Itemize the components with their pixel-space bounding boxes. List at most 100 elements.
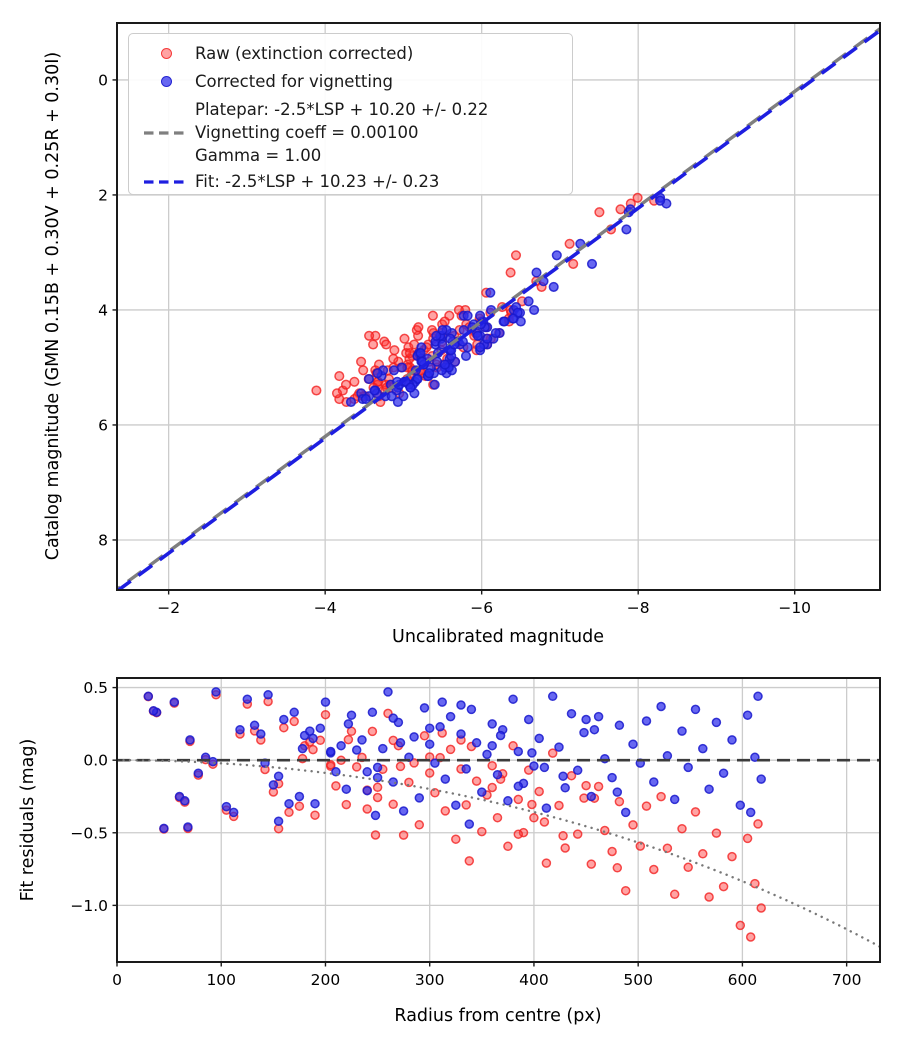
corrected-point (398, 391, 409, 402)
raw-residual-point (581, 780, 591, 791)
corrected-residual-point (579, 727, 589, 738)
corrected-residual-point (383, 687, 393, 697)
raw-residual-point (527, 799, 537, 810)
corrected-residual-point (437, 697, 447, 707)
raw-residual-point (558, 831, 568, 841)
x-tick-label: 700 (832, 971, 862, 989)
x-tick-label: 400 (519, 971, 549, 989)
raw-residual-point (711, 828, 722, 838)
raw-residual-point (518, 827, 529, 838)
corrected-point (345, 396, 357, 408)
corrected-residual-point (628, 739, 638, 749)
top-y-axis-label: Catalog magnitude (GMN 0.15B + 0.30V + 0… (43, 52, 63, 560)
corrected-residual-point (211, 687, 221, 697)
corrected-point (405, 382, 416, 393)
raw-point (331, 388, 343, 399)
corrected-residual-point (263, 690, 273, 700)
raw-residual-point (372, 782, 383, 793)
corrected-residual-point (513, 746, 524, 757)
raw-residual-point (370, 830, 381, 840)
corrected-residual-point (662, 751, 673, 761)
x-tick-label: 500 (623, 971, 653, 989)
raw-residual-point (649, 864, 659, 875)
corrected-residual-point (159, 823, 169, 834)
corrected-point (439, 359, 450, 370)
corrected-residual-point (414, 793, 425, 803)
x-tick-label: 100 (206, 971, 236, 989)
raw-residual-point (750, 878, 760, 889)
blue-dashed-line-icon (144, 179, 188, 184)
corrected-residual-point (649, 777, 659, 787)
corrected-residual-point (698, 743, 708, 754)
corrected-residual-point (482, 749, 492, 760)
corrected-residual-point (492, 769, 503, 780)
raw-residual-point (614, 796, 625, 807)
raw-residual-point (628, 820, 638, 830)
corrected-point (529, 304, 540, 316)
legend-item-fit: Fit: -2.5*LSP + 10.23 +/- 0.23 (137, 170, 566, 193)
legend-label-corrected: Corrected for vignetting (195, 72, 393, 91)
x-tick-label: 600 (728, 971, 758, 989)
bottom-plot-tick-labels: 0 100 200 300 400 500 600 700 0.5 0.0 −0.5 −1.0 (70, 679, 861, 989)
corrected-residual-point (398, 806, 409, 816)
raw-residual-point (742, 833, 753, 844)
corrected-residual-point (495, 730, 506, 741)
corrected-residual-point (228, 807, 239, 818)
raw-residual-point (745, 932, 756, 942)
corrected-residual-point (395, 738, 406, 748)
raw-residual-point (419, 731, 430, 741)
raw-residual-point (698, 849, 708, 859)
corrected-residual-point (513, 781, 524, 792)
raw-residual-point (669, 889, 680, 900)
corrected-point (499, 316, 510, 327)
corrected-residual-point (589, 724, 600, 735)
y-tick-label: −1.0 (70, 897, 108, 915)
corrected-residual-point (362, 785, 372, 796)
corrected-residual-point (612, 787, 623, 797)
corrected-point (485, 287, 496, 298)
raw-point (388, 353, 399, 364)
corrected-residual-point (435, 722, 445, 732)
corrected-point (460, 350, 472, 362)
legend-item-platepar: Platepar: -2.5*LSP + 10.20 +/- 0.22 Vign… (137, 98, 566, 167)
corrected-residual-point (614, 720, 625, 731)
corrected-residual-point (477, 787, 487, 797)
top-plot-frame (112, 22, 881, 595)
corrected-residual-point (534, 733, 544, 744)
corrected-residual-point (487, 719, 497, 729)
raw-residual-point (461, 800, 471, 810)
legend: Raw (extinction corrected) Corrected for… (128, 33, 573, 195)
raw-residual-point (362, 804, 372, 814)
x-tick-label: 200 (311, 971, 341, 989)
y-tick-label: 0.5 (83, 679, 108, 697)
raw-point (510, 250, 522, 261)
raw-residual-point (445, 744, 456, 755)
raw-residual-point (464, 856, 475, 866)
corrected-point (429, 379, 440, 390)
corrected-residual-point (677, 726, 687, 736)
bottom-plot-ref-lines (117, 758, 880, 948)
corrected-residual-point (273, 816, 284, 826)
corrected-point (531, 267, 542, 278)
raw-residual-point (430, 788, 440, 798)
corrected-residual-point (268, 780, 279, 790)
corrected-residual-point (143, 691, 154, 702)
corrected-point (388, 365, 400, 376)
corrected-residual-point (308, 733, 318, 744)
corrected-point (386, 391, 397, 402)
raw-point (334, 371, 345, 382)
bottom-y-axis-label: Fit residuals (mag) (18, 739, 38, 902)
raw-point (399, 333, 410, 344)
corrected-residual-point (185, 735, 195, 745)
corrected-residual-point (718, 768, 729, 778)
corrected-residual-point (466, 704, 477, 715)
corrected-point (462, 310, 473, 321)
corrected-point (523, 296, 534, 307)
raw-point (349, 376, 360, 387)
raw-residual-point (753, 819, 763, 829)
raw-residual-point (294, 801, 305, 811)
raw-residual-point (541, 858, 552, 868)
raw-residual-point (310, 810, 320, 820)
corrected-residual-point (461, 764, 471, 774)
corrected-residual-point (735, 800, 746, 810)
